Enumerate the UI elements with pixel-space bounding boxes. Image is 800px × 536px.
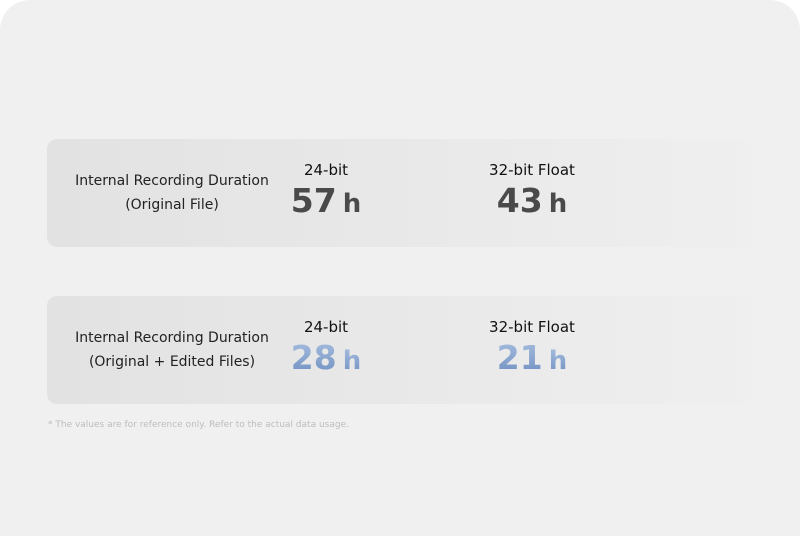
column-header: 32-bit Float [489, 161, 575, 179]
label-line: Internal Recording Duration [75, 330, 269, 346]
value: 43 h [432, 181, 632, 220]
value-unit: h [548, 346, 568, 376]
value: 21 h [432, 338, 632, 377]
value-cell: 32-bit Float 43 h [432, 161, 632, 220]
value: 57 h [226, 181, 426, 220]
value-unit: h [342, 346, 362, 376]
value: 28 h [226, 338, 426, 377]
panel: Internal Recording Duration (Original + E… [47, 296, 753, 404]
row-label: Internal Recording Duration (Original + E… [47, 326, 297, 374]
column-header: 24-bit [303, 161, 349, 179]
value-number: 28 [290, 338, 337, 377]
label-line: Internal Recording Duration [75, 173, 269, 189]
value-unit: h [548, 189, 568, 219]
value-unit: h [342, 189, 362, 219]
label-line: (Original File) [125, 197, 219, 213]
label-line: (Original + Edited Files) [88, 354, 256, 370]
column-header: 32-bit Float [489, 318, 575, 336]
value-number: 21 [496, 338, 543, 377]
value-cell: 24-bit 57 h [226, 161, 426, 220]
value-cell: 32-bit Float 21 h [432, 318, 632, 377]
panel: Internal Recording Duration (Original Fil… [47, 139, 753, 247]
value-cell: 24-bit 28 h [226, 318, 426, 377]
footnote: * The values are for reference only. Ref… [48, 420, 349, 430]
value-number: 43 [496, 181, 543, 220]
value-number: 57 [290, 181, 337, 220]
row-label: Internal Recording Duration (Original Fil… [47, 169, 297, 217]
column-header: 24-bit [303, 318, 349, 336]
